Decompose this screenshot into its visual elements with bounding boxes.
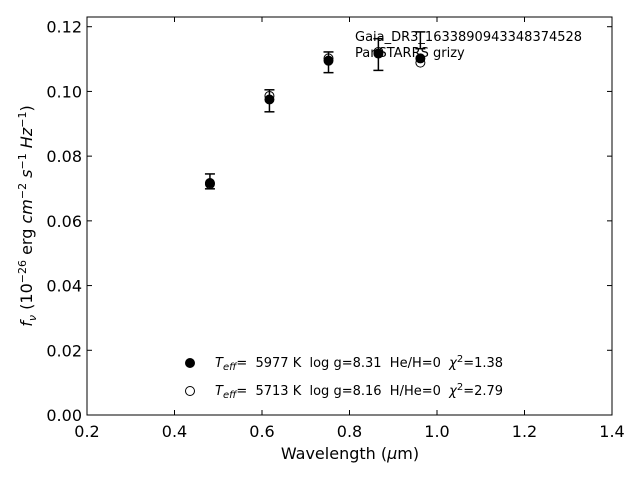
- legend-label-1: Teff= 5977 K log g=8.31 He/H=0 χ2=1.38: [215, 354, 503, 373]
- annotation-survey: PanSTARRS grizy: [355, 46, 465, 61]
- x-tick-label: 1.0: [424, 422, 449, 441]
- y-tick-label: 0.06: [46, 212, 82, 231]
- y-label-nu: ν: [26, 315, 39, 321]
- x-tick-label: 0.4: [162, 422, 187, 441]
- y-label-s: s: [17, 170, 36, 183]
- legend-1-chi-value: =1.38: [463, 356, 503, 371]
- y-label-exp3: −1: [16, 153, 29, 169]
- legend-1-t: T: [215, 356, 224, 371]
- x-label-mu: μ: [386, 444, 397, 463]
- legend-2-params: = 5713 K log g=8.16 H/He=0: [236, 384, 449, 399]
- y-label-exp4: −1: [16, 112, 29, 128]
- legend-1-params: = 5977 K log g=8.31 He/H=0: [236, 356, 449, 371]
- y-tick-label: 0.00: [46, 406, 82, 425]
- x-tick-label: 0.6: [249, 422, 274, 441]
- legend-2-t: T: [215, 384, 224, 399]
- legend-2-eff: eff: [223, 390, 238, 401]
- legend: Teff= 5977 K log g=8.31 He/H=0 χ2=1.38 T…: [185, 354, 503, 401]
- y-tick-label: 0.10: [46, 82, 82, 101]
- y-label-exp1: −26: [16, 260, 29, 283]
- y-label-close: ): [17, 105, 36, 111]
- ticks: 0.2 0.4 0.6 0.8 1.0 1.2 1.4 0.00 0.02 0.04 0.06 0.0…: [46, 17, 625, 441]
- legend-label-2: Teff= 5713 K log g=8.16 H/He=0 χ2=2.79: [215, 382, 503, 401]
- model-point-filled: [415, 53, 426, 64]
- y-label-open: (10: [17, 283, 36, 315]
- model-point-filled: [323, 55, 334, 66]
- y-label-cm: cm: [17, 199, 36, 223]
- legend-marker-open: [185, 386, 195, 396]
- x-tick-label: 1.2: [512, 422, 537, 441]
- y-label-erg: erg: [17, 224, 36, 260]
- plot-background: [87, 17, 612, 415]
- y-tick-label: 0.02: [46, 341, 82, 360]
- legend-1-eff: eff: [223, 362, 238, 373]
- legend-marker-filled: [185, 358, 195, 368]
- annotation-source-id: Gaia_DR3_1633890943348374528: [355, 30, 582, 45]
- legend-2-chi-value: =2.79: [463, 384, 503, 399]
- model-point-filled: [373, 48, 384, 59]
- legend-2-chi: χ: [448, 384, 458, 399]
- model-points: [204, 46, 426, 189]
- y-label-hz: Hz: [17, 127, 36, 153]
- y-label-exp2: −2: [16, 183, 29, 199]
- x-tick-label: 0.2: [74, 422, 99, 441]
- plot-frame: [86, 16, 613, 416]
- x-axis-label: Wavelength (μm): [281, 444, 419, 463]
- legend-2-sup: 2: [457, 382, 463, 393]
- x-tick-label: 1.4: [599, 422, 624, 441]
- legend-1-chi: χ: [448, 356, 458, 371]
- x-label-main: Wavelength (: [281, 444, 387, 463]
- y-tick-label: 0.12: [46, 18, 82, 37]
- legend-1-sup: 2: [457, 354, 463, 365]
- y-label-f: f: [17, 319, 36, 327]
- y-tick-label: 0.08: [46, 147, 82, 166]
- model-point-filled: [264, 94, 275, 105]
- model-point-filled: [204, 177, 215, 188]
- y-tick-label: 0.04: [46, 277, 82, 296]
- x-tick-label: 0.8: [337, 422, 362, 441]
- x-label-unit: m): [397, 444, 419, 463]
- y-axis-label: fν (10−26 erg cm−2 s−1 Hz−1): [16, 105, 39, 326]
